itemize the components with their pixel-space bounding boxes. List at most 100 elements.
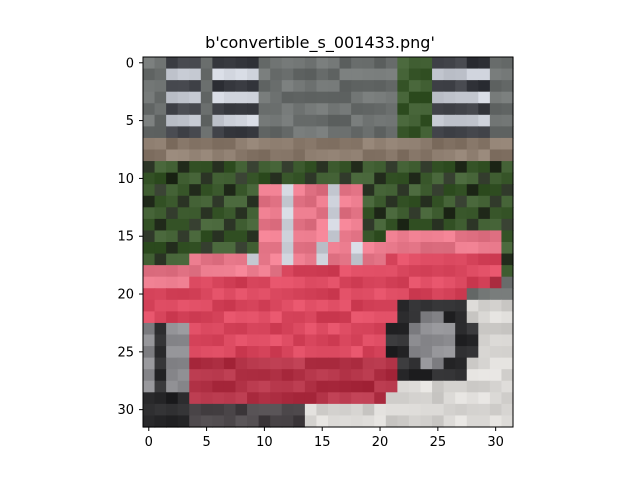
image-pixel — [247, 230, 260, 243]
image-pixel — [339, 207, 352, 220]
image-pixel — [374, 369, 387, 382]
image-pixel — [281, 149, 294, 162]
image-pixel — [432, 357, 445, 370]
image-pixel — [212, 195, 225, 208]
image-pixel — [212, 403, 225, 417]
image-pixel — [501, 57, 514, 70]
image-pixel — [154, 288, 167, 301]
image-pixel — [143, 346, 156, 359]
image-pixel — [501, 161, 514, 174]
image-pixel — [432, 126, 445, 139]
image-pixel — [385, 288, 398, 301]
image-pixel — [143, 392, 156, 405]
image-pixel — [420, 80, 433, 93]
image-pixel — [212, 357, 225, 370]
image-pixel — [432, 253, 445, 266]
image-pixel — [420, 184, 433, 197]
image-pixel — [177, 103, 190, 116]
image-pixel — [143, 299, 156, 312]
image-pixel — [362, 57, 375, 70]
image-pixel — [166, 322, 179, 336]
image-pixel — [212, 57, 225, 70]
image-pixel — [362, 322, 375, 336]
image-pixel — [420, 68, 433, 81]
image-pixel — [304, 392, 318, 405]
image-pixel — [304, 114, 318, 127]
image-pixel — [466, 207, 479, 220]
image-pixel — [166, 334, 179, 347]
image-pixel — [408, 415, 422, 428]
image-pixel — [466, 114, 479, 127]
image-pixel — [154, 195, 167, 208]
image-pixel — [316, 253, 329, 266]
image-pixel — [328, 207, 341, 220]
image-pixel — [166, 218, 179, 232]
image-pixel — [420, 195, 433, 208]
x-tick-label: 0 — [145, 435, 153, 450]
image-pixel — [351, 114, 364, 127]
image-pixel — [351, 103, 364, 116]
image-pixel — [143, 80, 156, 93]
image-pixel — [455, 184, 468, 197]
image-pixel — [374, 299, 387, 312]
image-pixel — [385, 172, 398, 185]
image-pixel — [455, 311, 468, 324]
image-pixel — [293, 357, 306, 370]
image-pixel — [443, 172, 456, 185]
image-pixel — [270, 357, 283, 370]
image-pixel — [189, 218, 202, 232]
image-pixel — [270, 403, 283, 417]
image-pixel — [385, 161, 398, 174]
image-pixel — [189, 253, 202, 266]
image-pixel — [293, 242, 306, 255]
image-pixel — [432, 276, 445, 289]
image-pixel — [281, 380, 294, 393]
image-pixel — [351, 149, 364, 162]
image-pixel — [362, 415, 375, 428]
image-pixel — [293, 137, 306, 151]
image-pixel — [304, 80, 318, 93]
image-pixel — [443, 392, 456, 405]
image-pixel — [293, 207, 306, 220]
image-pixel — [200, 184, 213, 197]
image-pixel — [212, 230, 225, 243]
image-pixel — [385, 253, 398, 266]
image-pixel — [339, 380, 352, 393]
image-pixel — [466, 392, 479, 405]
image-pixel — [143, 242, 156, 255]
image-pixel — [258, 334, 271, 347]
image-pixel — [235, 137, 248, 151]
image-pixel — [420, 357, 433, 370]
image-pixel — [351, 230, 364, 243]
image-pixel — [339, 392, 352, 405]
image-pixel — [455, 103, 468, 116]
image-pixel — [177, 253, 190, 266]
image-pixel — [166, 172, 179, 185]
image-pixel — [432, 415, 445, 428]
image-pixel — [189, 288, 202, 301]
image-pixel — [258, 415, 271, 428]
image-pixel — [385, 357, 398, 370]
image-pixel — [247, 357, 260, 370]
image-pixel — [316, 415, 329, 428]
image-pixel — [270, 103, 283, 116]
image-pixel — [328, 346, 341, 359]
image-pixel — [501, 357, 514, 370]
image-pixel — [362, 334, 375, 347]
image-pixel — [293, 195, 306, 208]
image-pixel — [328, 230, 341, 243]
image-pixel — [466, 242, 479, 255]
image-pixel — [293, 346, 306, 359]
image-pixel — [281, 288, 294, 301]
image-pixel — [385, 91, 398, 104]
image-pixel — [489, 346, 503, 359]
image-pixel — [501, 346, 514, 359]
image-pixel — [166, 253, 179, 266]
image-pixel — [443, 161, 456, 174]
image-pixel — [212, 91, 225, 104]
image-pixel — [270, 218, 283, 232]
image-pixel — [293, 126, 306, 139]
image-pixel — [154, 80, 167, 93]
image-pixel — [466, 184, 479, 197]
image-pixel — [270, 242, 283, 255]
